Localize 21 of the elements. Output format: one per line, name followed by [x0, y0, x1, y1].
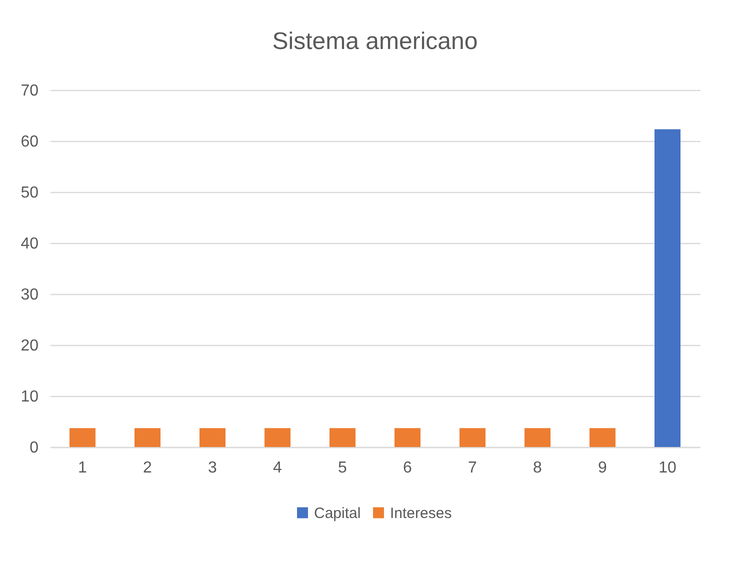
x-tick-label: 4	[273, 460, 282, 476]
x-tick-label: 5	[338, 460, 348, 476]
x-tick-label: 10	[658, 460, 676, 476]
chart-title: Sistema americano	[272, 28, 478, 55]
x-tick-label: 1	[78, 460, 88, 476]
y-tick-label: 40	[20, 236, 39, 252]
y-tick-label: 10	[20, 388, 39, 406]
y-tick-label: 20	[20, 338, 39, 354]
x-tick-label: 6	[403, 460, 412, 476]
x-tick-label: 7	[468, 460, 478, 476]
legend-label: Capital	[314, 504, 361, 522]
y-tick-label: 50	[20, 184, 39, 202]
y-tick-label: 0	[30, 440, 39, 456]
x-tick-label: 2	[143, 460, 152, 476]
legend-label: Intereses	[390, 504, 452, 522]
x-tick-label: 8	[533, 460, 542, 476]
x-tick-label: 9	[598, 460, 608, 476]
y-tick-label: 70	[20, 82, 39, 100]
y-tick-label: 60	[20, 134, 39, 150]
x-tick-label: 3	[208, 460, 218, 476]
y-tick-label: 30	[20, 286, 39, 304]
